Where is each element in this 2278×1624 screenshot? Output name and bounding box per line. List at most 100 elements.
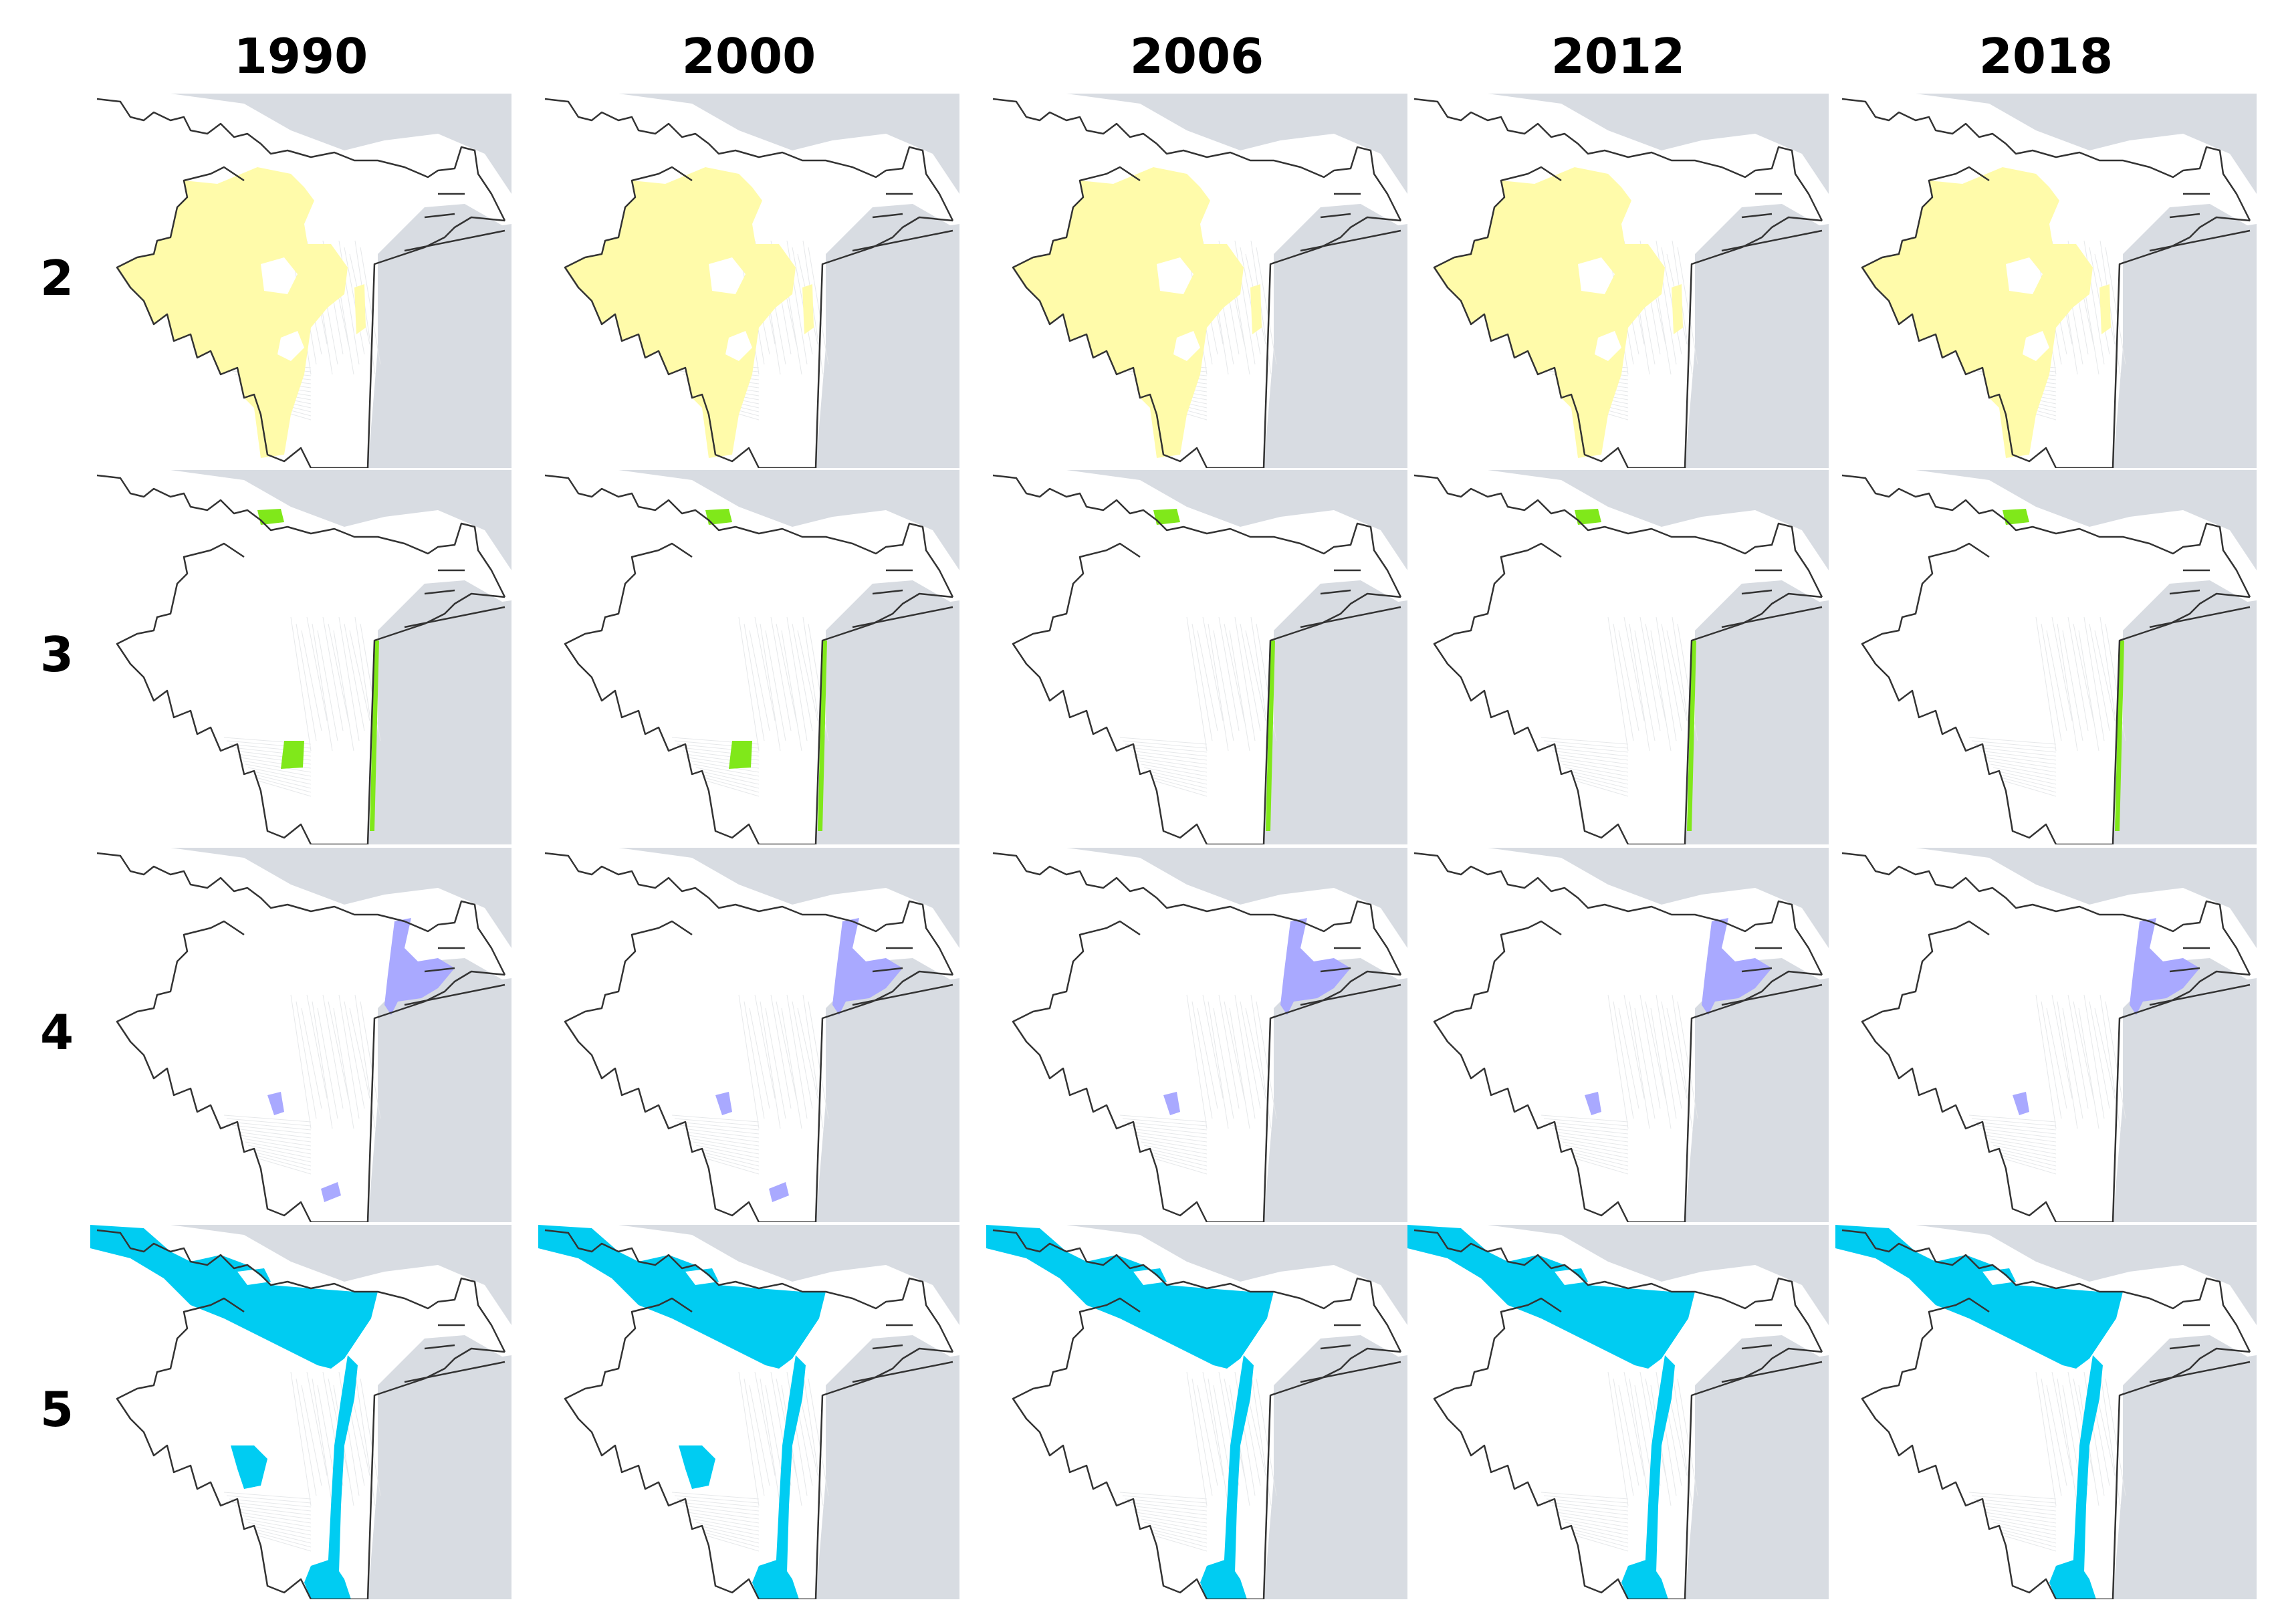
sea (876, 224, 959, 468)
sea (1745, 600, 1829, 844)
year-header-1990: 1990 (233, 28, 368, 84)
municipal-boundary (1841, 852, 2251, 1222)
year-header-2012: 2012 (1551, 28, 1686, 84)
class-row-label-3: 3 (39, 626, 74, 683)
class-3-area-north (1575, 509, 1601, 525)
class-row-label-4: 4 (39, 1004, 74, 1060)
class-5-area-pond (231, 1445, 267, 1489)
class-4-area-mid (715, 1092, 732, 1115)
water-body (1407, 1225, 1829, 1599)
map-panel-svg (538, 1225, 959, 1599)
municipal-boundary (96, 852, 506, 1222)
water-body (1835, 1225, 2257, 1599)
class-2-area-east (802, 284, 814, 334)
water-body (90, 848, 511, 1222)
map-panel-class-2-2018 (1835, 94, 2257, 468)
class-3-area-north (705, 509, 732, 525)
sea (428, 224, 511, 468)
class-2-area-main (565, 167, 796, 458)
port-piers (404, 947, 505, 1006)
sea (876, 1355, 959, 1599)
map-panel-class-3-2012 (1407, 470, 1829, 844)
map-panel-svg (90, 94, 511, 468)
water-body (1407, 848, 1829, 1222)
sea (2173, 224, 2257, 468)
map-panel-class-5-2018 (1835, 1225, 2257, 1599)
water-body (90, 94, 511, 468)
port-piers (1300, 1324, 1401, 1383)
port-piers (1721, 193, 1823, 252)
map-panel-svg (986, 470, 1407, 844)
map-panel-svg (538, 470, 959, 844)
sea (876, 600, 959, 844)
municipal-boundary (1413, 474, 1823, 844)
street-network (1119, 994, 1277, 1175)
class-5-area-river (1645, 1355, 1675, 1589)
class-2-area-main (1862, 167, 2093, 458)
class-5-area-lagoon (538, 1225, 826, 1369)
water-body (538, 470, 959, 844)
port-piers (852, 569, 953, 628)
class-2-area-main (1013, 167, 1244, 458)
port-piers (1300, 569, 1401, 628)
map-panel-class-4-2018 (1835, 848, 2257, 1222)
map-panel-class-2-1990 (90, 94, 511, 468)
water-body (538, 848, 959, 1222)
port-piers (2149, 569, 2251, 628)
map-panel-svg (1835, 470, 2257, 844)
map-panel-svg (90, 848, 511, 1222)
water-body (90, 1225, 511, 1599)
municipal-boundary (992, 1229, 1402, 1599)
port-piers (1300, 947, 1401, 1006)
sea (1324, 1355, 1407, 1599)
port-piers (1300, 193, 1401, 252)
port-piers (852, 947, 953, 1006)
sea (428, 978, 511, 1222)
class-5-area-lagoon (986, 1225, 1274, 1369)
street-network (1541, 994, 1698, 1175)
map-panel-class-2-2000 (538, 94, 959, 468)
water-body (986, 94, 1407, 468)
map-panel-class-3-2018 (1835, 470, 2257, 844)
street-network (1541, 1371, 1698, 1552)
class-3-area-south (729, 741, 752, 769)
water-body (1835, 94, 2257, 468)
port-piers (2149, 947, 2251, 1006)
port-piers (404, 193, 505, 252)
municipal-boundary (992, 474, 1402, 844)
map-panel-svg (986, 848, 1407, 1222)
municipal-boundary (992, 852, 1402, 1222)
map-panel-class-4-2012 (1407, 848, 1829, 1222)
sea (428, 1355, 511, 1599)
class-2-area-main (1434, 167, 1665, 458)
municipal-boundary (1413, 98, 1823, 468)
map-panel-svg (986, 1225, 1407, 1599)
sea (1745, 224, 1829, 468)
class-5-area-river (776, 1355, 806, 1589)
class-3-area-coast (1266, 641, 1275, 831)
class-row-label-5: 5 (39, 1381, 74, 1437)
water-body (538, 94, 959, 468)
water-body (538, 1225, 959, 1599)
map-panel-class-4-1990 (90, 848, 511, 1222)
class-4-area-harbor (832, 918, 903, 1015)
port-piers (852, 1324, 953, 1383)
map-panel-svg (1835, 848, 2257, 1222)
map-panel-class-5-2000 (538, 1225, 959, 1599)
municipal-boundary (544, 474, 954, 844)
municipal-boundary (1841, 98, 2251, 468)
class-4-area-south (321, 1182, 341, 1202)
class-5-area-south (752, 1559, 799, 1599)
municipal-boundary (96, 474, 506, 844)
class-2-area-main (117, 167, 348, 458)
port-piers (852, 193, 953, 252)
class-2-area-east (1250, 284, 1262, 334)
map-panel-svg (1407, 1225, 1829, 1599)
street-network (1541, 616, 1698, 797)
map-panel-class-3-1990 (90, 470, 511, 844)
port-piers (404, 569, 505, 628)
water-body (1835, 848, 2257, 1222)
class-3-area-coast (818, 641, 827, 831)
municipal-boundary (1413, 1229, 1823, 1599)
port-piers (1721, 1324, 1823, 1383)
